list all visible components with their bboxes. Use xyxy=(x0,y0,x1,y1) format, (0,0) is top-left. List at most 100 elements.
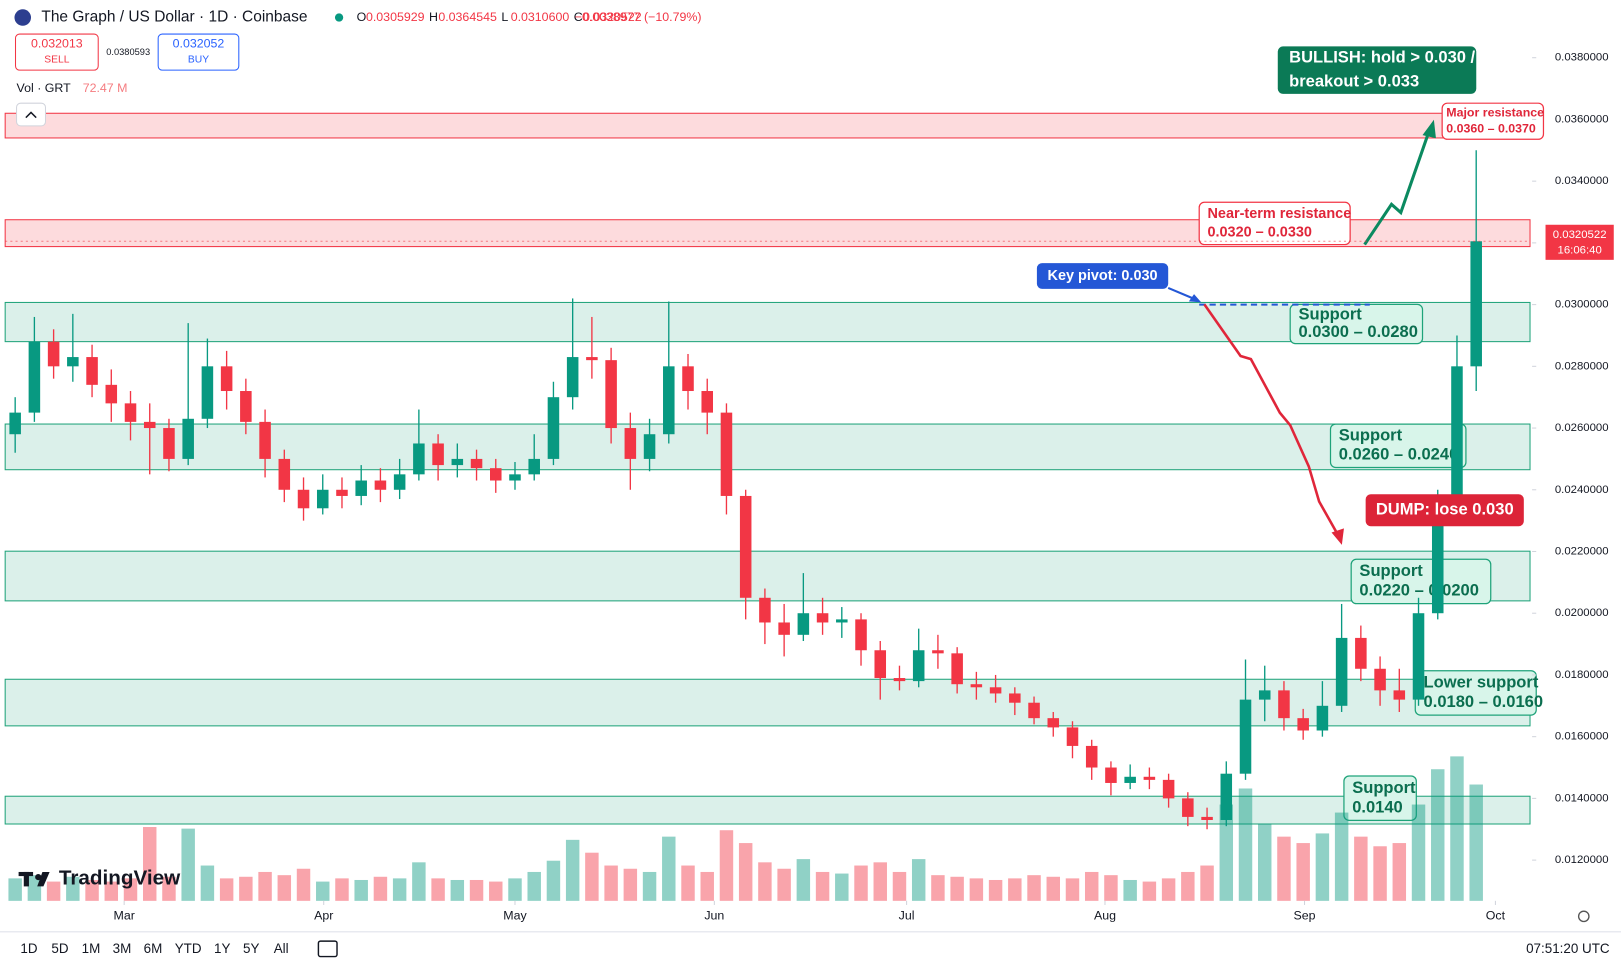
range-button[interactable]: 1Y xyxy=(214,941,230,956)
range-button[interactable]: 6M xyxy=(144,941,163,956)
zone-label: 0.0300 – 0.0280 xyxy=(1298,322,1418,341)
volume-bar xyxy=(104,881,119,901)
candle-body xyxy=(1393,690,1406,700)
annotation-box xyxy=(1277,46,1477,94)
candle-body xyxy=(124,403,137,422)
buy-button[interactable] xyxy=(157,33,240,71)
candle-body xyxy=(855,619,867,651)
volume-bar xyxy=(354,879,368,901)
candle-body xyxy=(1047,718,1060,728)
buy-price[interactable]: 0.032052 xyxy=(173,37,225,51)
candle-body xyxy=(720,412,733,496)
candle-body xyxy=(605,360,617,429)
clock: 07:51:20 UTC xyxy=(1526,941,1610,956)
volume-bar xyxy=(1469,784,1483,901)
sell-label[interactable]: SELL xyxy=(44,55,70,66)
change: −0.0038977 (−10.79%) xyxy=(575,10,702,24)
volume-bar xyxy=(469,879,484,901)
x-tick-label: Aug xyxy=(1094,909,1116,923)
range-button[interactable]: 3M xyxy=(113,941,132,956)
sell-button[interactable] xyxy=(14,33,99,71)
volume-bar xyxy=(738,843,753,901)
volume-bar xyxy=(219,878,234,901)
volume-bar xyxy=(988,879,1003,901)
candle-body xyxy=(1028,702,1040,719)
zone-label: Near-term resistance xyxy=(1207,206,1351,222)
range-button[interactable]: YTD xyxy=(175,941,202,956)
candle-body xyxy=(163,428,175,459)
bullish-arrow xyxy=(1363,131,1431,246)
annotation-text: DUMP: lose 0.030 xyxy=(1376,500,1514,519)
ohlc-key: C xyxy=(574,10,583,24)
volume-bar xyxy=(565,839,580,901)
volume-bar xyxy=(1123,879,1137,901)
candle-body xyxy=(1085,745,1098,768)
ohlc-value: 0.0305929 xyxy=(366,10,425,24)
volume-title: Vol · GRT xyxy=(17,81,72,95)
range-button[interactable]: 1M xyxy=(82,941,101,956)
volume-bar xyxy=(431,878,445,901)
symbol-title: The Graph / US Dollar · 1D · Coinbase xyxy=(41,9,307,26)
candle-body xyxy=(970,684,983,688)
range-button[interactable]: 5Y xyxy=(243,941,259,956)
candle-body xyxy=(1124,776,1136,783)
candle-body xyxy=(951,653,963,685)
candle-body xyxy=(566,357,579,398)
volume-bar xyxy=(1027,875,1041,901)
range-button[interactable]: All xyxy=(274,941,289,956)
candle-body xyxy=(336,489,348,496)
zone-label: 0.0320 – 0.0330 xyxy=(1207,225,1311,241)
brand-logo xyxy=(37,871,50,887)
volume-bar xyxy=(162,876,176,901)
zone-label: Lower support xyxy=(1424,673,1539,692)
volume-bar xyxy=(892,871,907,901)
range-button[interactable]: 1D xyxy=(20,941,37,956)
zone xyxy=(4,550,1531,602)
volume-bar xyxy=(1411,804,1426,901)
candle-body xyxy=(893,678,906,682)
zone-label: 0.0140 xyxy=(1352,797,1403,816)
candle-body xyxy=(682,366,694,392)
last-price-box xyxy=(1545,224,1614,260)
range-button[interactable]: 5D xyxy=(51,941,68,956)
zone-label: Support xyxy=(1352,778,1416,797)
volume-bar xyxy=(277,875,292,901)
candle-body xyxy=(528,458,540,475)
y-tick-label: 0.0340000 xyxy=(1555,175,1609,187)
date-range-icon[interactable] xyxy=(317,940,338,958)
candle-body xyxy=(28,341,41,413)
ohlc-key: H xyxy=(429,10,438,24)
volume-bar xyxy=(66,876,80,901)
volume-bar xyxy=(950,876,964,901)
collapse-button[interactable] xyxy=(16,102,47,127)
y-tick-label: 0.0380000 xyxy=(1555,52,1609,64)
candle-body xyxy=(1009,693,1021,703)
chevron xyxy=(25,111,37,119)
candle-body xyxy=(1220,773,1233,820)
volume-bar xyxy=(1296,843,1310,901)
sell-price[interactable]: 0.032013 xyxy=(31,37,83,51)
settings-icon[interactable] xyxy=(1577,910,1590,923)
volume-bar xyxy=(1277,836,1291,901)
volume-bar xyxy=(1104,875,1118,901)
candle-body xyxy=(836,619,848,623)
buy-label[interactable]: BUY xyxy=(188,55,209,66)
candle-body xyxy=(413,443,425,475)
zone-label: 0.0220 – 0.0200 xyxy=(1359,581,1479,600)
candle-body xyxy=(316,489,329,509)
candle-body xyxy=(374,480,387,490)
y-tick-label: 0.0140000 xyxy=(1555,792,1609,804)
candle-body xyxy=(240,391,252,422)
candle-body xyxy=(739,495,752,598)
y-tick-label: 0.0360000 xyxy=(1555,113,1609,125)
annotation-box xyxy=(1036,263,1169,289)
spread: 0.0380593 xyxy=(106,47,150,57)
candles xyxy=(9,150,1482,830)
volume-bar xyxy=(546,860,561,901)
candle-body xyxy=(1258,690,1271,700)
volume-bar xyxy=(1084,871,1099,901)
x-tick-label: Sep xyxy=(1293,909,1315,923)
candle-body xyxy=(1451,366,1463,506)
